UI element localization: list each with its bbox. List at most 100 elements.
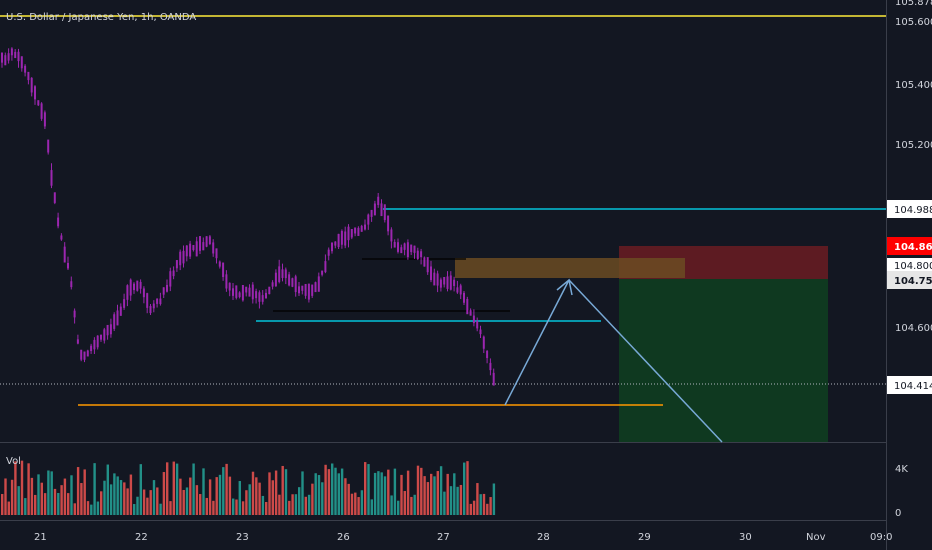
volume-bar <box>284 469 288 515</box>
volume-bar <box>83 469 86 515</box>
target-zone[interactable] <box>619 279 828 442</box>
volume-bar <box>37 474 40 515</box>
volume-bars-group <box>1 460 496 515</box>
volume-bar <box>106 464 109 515</box>
volume-bar <box>149 490 152 515</box>
volume-bar <box>225 463 228 515</box>
time-label: Nov <box>806 532 826 543</box>
volume-bar <box>218 474 222 515</box>
time-label: 30 <box>739 532 752 543</box>
volume-bar <box>202 468 205 515</box>
volume-bar <box>479 494 482 515</box>
price-tag-stop: 104.864 <box>894 242 932 253</box>
volume-bar <box>311 483 314 515</box>
volume-bar <box>337 473 340 515</box>
volume-bar <box>390 495 393 515</box>
volume-bar <box>222 467 225 515</box>
volume-bar <box>291 494 294 515</box>
time-label: 21 <box>34 532 47 543</box>
price-tag-entry: 104.758 <box>894 276 932 287</box>
volume-bar <box>261 495 265 515</box>
volume-bar <box>436 471 439 515</box>
volume-bar <box>426 482 430 515</box>
volume-bar <box>100 491 103 515</box>
volume-bar <box>354 492 357 515</box>
volume-bar <box>274 470 278 515</box>
volume-bar <box>373 472 377 515</box>
volume-bar <box>40 482 43 515</box>
volume-bar <box>80 483 83 515</box>
volume-bar <box>93 463 96 515</box>
volume-bar <box>86 501 90 515</box>
volume-bar <box>370 499 373 515</box>
volume-tick: 0 <box>895 508 901 519</box>
volume-bar <box>278 494 281 515</box>
volume-bar <box>334 467 337 515</box>
volume-bar <box>113 473 116 515</box>
volume-bar <box>360 490 364 515</box>
volume-bar <box>294 494 298 515</box>
volume-bar <box>152 480 156 515</box>
volume-bar <box>43 493 47 515</box>
volume-bar <box>466 461 469 515</box>
candles-group <box>1 47 495 386</box>
volume-bar <box>4 478 7 515</box>
volume-bar <box>67 493 70 515</box>
volume-bar <box>486 503 489 515</box>
volume-bar <box>50 471 53 515</box>
volume-bar <box>133 504 136 515</box>
volume-bar <box>7 501 10 515</box>
volume-bar <box>60 485 63 515</box>
price-tag-cyan: 104.988 <box>894 205 932 216</box>
volume-bar <box>482 493 486 515</box>
supply-zone[interactable] <box>455 258 685 278</box>
volume-bar <box>129 474 133 515</box>
volume-bar <box>241 501 245 515</box>
volume-bar <box>400 474 403 515</box>
volume-bar <box>136 496 139 515</box>
volume-bar <box>189 477 192 515</box>
volume-bar <box>453 473 456 515</box>
volume-bar <box>446 473 449 515</box>
volume-bar <box>245 490 248 515</box>
volume-bar <box>469 503 472 515</box>
volume-bar <box>53 488 57 515</box>
volume-bar <box>248 484 251 515</box>
volume-bar <box>212 500 215 515</box>
volume-bar <box>317 475 321 515</box>
volume-tick: 4K <box>895 464 908 475</box>
volume-bar <box>73 503 76 515</box>
volume-bar <box>406 470 410 515</box>
volume-bar <box>175 463 179 515</box>
volume-bar <box>109 484 113 515</box>
volume-label: Vol <box>6 456 21 467</box>
volume-bar <box>492 483 496 515</box>
projection-arrow-down[interactable] <box>568 279 723 443</box>
volume-bar <box>459 484 463 515</box>
volume-bar <box>393 468 397 515</box>
volume-bar <box>238 481 241 515</box>
volume-bar <box>347 483 350 515</box>
volume-bar <box>96 501 100 515</box>
price-tag-last-bg <box>887 376 932 394</box>
volume-bar <box>90 504 93 515</box>
time-label: 23 <box>236 532 249 543</box>
projection-arrow-up[interactable] <box>504 279 570 406</box>
volume-bar <box>397 500 400 515</box>
price-tick: 105.600 <box>895 17 932 28</box>
volume-bar <box>321 482 324 515</box>
volume-bar <box>268 472 271 515</box>
volume-bar <box>192 463 195 515</box>
volume-bar <box>449 486 453 515</box>
volume-bar <box>331 463 334 515</box>
volume-bar <box>70 475 73 515</box>
time-label: 28 <box>537 532 550 543</box>
volume-bar <box>472 500 476 515</box>
volume-bar <box>423 476 426 515</box>
time-label: 09:0 <box>870 532 892 543</box>
volume-bar <box>10 479 14 515</box>
volume-bar <box>235 499 238 515</box>
volume-bar <box>142 489 146 515</box>
